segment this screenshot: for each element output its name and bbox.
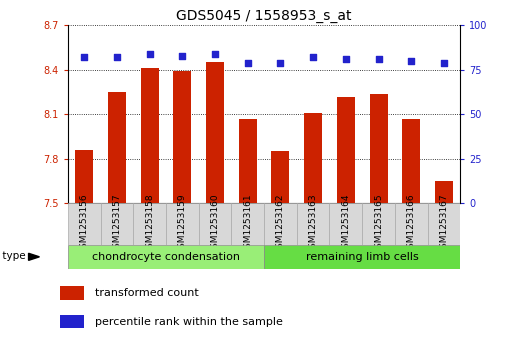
Text: GSM1253157: GSM1253157 <box>112 193 121 254</box>
Bar <box>395 203 428 245</box>
Text: GSM1253167: GSM1253167 <box>439 193 448 254</box>
Point <box>342 56 350 62</box>
Bar <box>271 151 289 203</box>
Bar <box>141 68 158 203</box>
Point <box>211 51 219 57</box>
Bar <box>174 72 191 203</box>
Bar <box>370 94 388 203</box>
Point <box>309 54 317 60</box>
Bar <box>239 119 257 203</box>
Text: GSM1253159: GSM1253159 <box>178 193 187 254</box>
Text: chondrocyte condensation: chondrocyte condensation <box>92 252 240 262</box>
Bar <box>108 92 126 203</box>
Bar <box>264 245 460 269</box>
Bar <box>75 150 93 203</box>
Bar <box>206 62 224 203</box>
Text: GSM1253158: GSM1253158 <box>145 193 154 254</box>
Title: GDS5045 / 1558953_s_at: GDS5045 / 1558953_s_at <box>176 9 352 23</box>
Bar <box>297 203 329 245</box>
Bar <box>60 286 84 300</box>
Point <box>145 51 154 57</box>
Text: transformed count: transformed count <box>95 288 199 298</box>
Bar <box>166 203 199 245</box>
Bar <box>199 203 231 245</box>
Point <box>80 54 88 60</box>
Point <box>244 60 252 66</box>
Bar <box>362 203 395 245</box>
Text: GSM1253165: GSM1253165 <box>374 193 383 254</box>
Bar <box>68 203 100 245</box>
Text: GSM1253164: GSM1253164 <box>342 193 350 254</box>
Bar <box>68 245 264 269</box>
Bar <box>329 203 362 245</box>
Bar <box>402 119 420 203</box>
Point <box>440 60 448 66</box>
Bar <box>428 203 460 245</box>
Point <box>113 54 121 60</box>
Text: GSM1253162: GSM1253162 <box>276 193 285 254</box>
Text: GSM1253160: GSM1253160 <box>211 193 220 254</box>
Point <box>374 56 383 62</box>
Text: GSM1253166: GSM1253166 <box>407 193 416 254</box>
Text: percentile rank within the sample: percentile rank within the sample <box>95 317 283 327</box>
Text: GSM1253156: GSM1253156 <box>80 193 89 254</box>
Bar <box>435 181 453 203</box>
Point <box>178 53 187 58</box>
Bar <box>100 203 133 245</box>
Text: remaining limb cells: remaining limb cells <box>306 252 418 262</box>
Polygon shape <box>29 253 39 260</box>
Point <box>276 60 285 66</box>
Bar <box>231 203 264 245</box>
Bar <box>133 203 166 245</box>
Text: cell type: cell type <box>0 250 26 261</box>
Bar <box>304 113 322 203</box>
Bar <box>60 315 84 329</box>
Bar <box>264 203 297 245</box>
Text: GSM1253161: GSM1253161 <box>243 193 252 254</box>
Bar <box>337 97 355 203</box>
Point <box>407 58 415 64</box>
Text: GSM1253163: GSM1253163 <box>309 193 317 254</box>
